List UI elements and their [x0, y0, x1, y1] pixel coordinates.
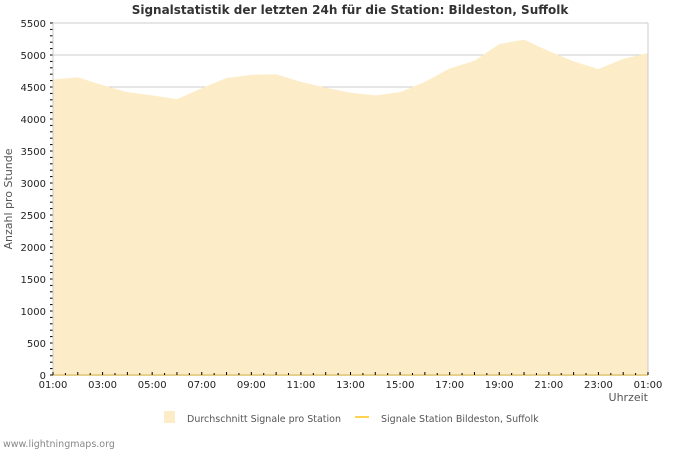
- x-tick-label: 17:00: [435, 380, 464, 391]
- legend-label-average: Durchschnitt Signale pro Station: [187, 414, 341, 425]
- y-tick-label: 1000: [21, 307, 46, 318]
- legend-label-station: Signale Station Bildeston, Suffolk: [381, 414, 539, 425]
- x-tick-label: 19:00: [485, 380, 514, 391]
- x-axis-label: Uhrzeit: [609, 391, 649, 404]
- x-tick-label: 21:00: [534, 380, 563, 391]
- x-tick-label: 07:00: [187, 380, 216, 391]
- y-tick-label: 500: [27, 339, 46, 350]
- x-tick-label: 13:00: [336, 380, 365, 391]
- y-tick-label: 3500: [21, 147, 46, 158]
- x-tick-label: 15:00: [386, 380, 415, 391]
- x-tick-label: 01:00: [634, 380, 663, 391]
- chart-title: Signalstatistik der letzten 24h für die …: [132, 3, 570, 17]
- y-tick-label: 0: [40, 371, 46, 382]
- x-tick-label: 01:00: [39, 380, 68, 391]
- x-tick-label: 23:00: [584, 380, 613, 391]
- y-tick-label: 4500: [21, 83, 46, 94]
- y-tick-label: 5500: [21, 19, 46, 30]
- y-tick-label: 5000: [21, 51, 46, 62]
- y-tick-label: 2500: [21, 211, 46, 222]
- y-tick-label: 1500: [21, 275, 46, 286]
- y-tick-label: 3000: [21, 179, 46, 190]
- x-tick-label: 03:00: [88, 380, 117, 391]
- legend-swatch-average: [164, 411, 175, 423]
- x-tick-label: 11:00: [287, 380, 316, 391]
- watermark: www.lightningmaps.org: [3, 439, 115, 450]
- x-tick-label: 05:00: [138, 380, 167, 391]
- average-signals-area: [53, 39, 648, 375]
- y-axis-label: Anzahl pro Stunde: [2, 148, 15, 249]
- y-tick-label: 4000: [21, 115, 46, 126]
- y-tick-label: 2000: [21, 243, 46, 254]
- x-tick-label: 09:00: [237, 380, 266, 391]
